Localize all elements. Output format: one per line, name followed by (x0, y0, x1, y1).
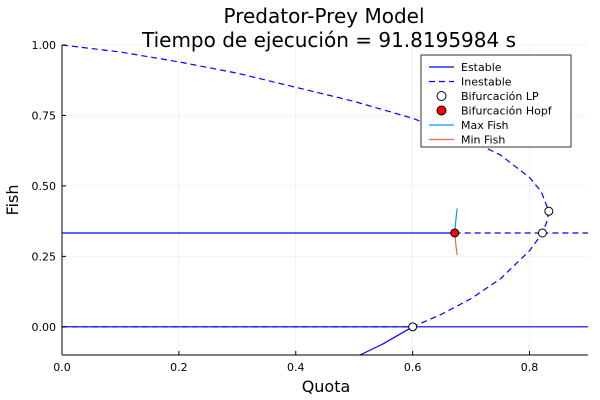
chart-title-line-2: Tiempo de ejecución = 91.8195984 s (141, 28, 516, 52)
x-tick-label-3: 0.6 (404, 361, 422, 374)
legend-swatch-lp (436, 91, 447, 101)
unstable-branch-6 (412, 211, 550, 328)
axes (61, 45, 588, 356)
legend-label-2: Bifurcación LP (461, 90, 539, 103)
ticks: 0.0 0.2 0.4 0.6 0.8 0.00 0.25 0.50 0.75 1.00 (32, 39, 539, 374)
unstable-branch-5 (61, 44, 550, 212)
x-tick-label-1: 0.2 (170, 361, 188, 374)
hopf-bifurcation-point-0 (450, 228, 460, 238)
plot-markers (408, 206, 554, 332)
legend-label-0: Estable (461, 61, 502, 74)
y-tick-label-2: 0.50 (32, 180, 57, 193)
chart-title-line-1: Predator-Prey Model (223, 4, 424, 28)
lp-bifurcation-point-0 (408, 322, 418, 332)
lp-bifurcation-point-1 (537, 228, 547, 238)
legend-label-1: Inestable (461, 76, 512, 89)
legend-label-4: Max Fish (461, 119, 509, 132)
x-axis-label: Quota (302, 377, 351, 396)
y-tick-label-0: 0.00 (32, 321, 57, 334)
y-tick-label-4: 1.00 (32, 39, 57, 52)
y-tick-label-1: 0.25 (32, 250, 57, 263)
lp-bifurcation-point-2 (544, 206, 554, 216)
y-tick-label-3: 0.75 (32, 109, 57, 122)
legend-box (420, 54, 572, 148)
x-tick-label-0: 0.0 (53, 361, 71, 374)
x-tick-label-4: 0.8 (521, 361, 539, 374)
legend-swatch-hopf (436, 105, 447, 116)
x-tick-label-2: 0.4 (287, 361, 305, 374)
y-axis-label: Fish (3, 185, 22, 216)
legend-label-5: Min Fish (461, 134, 505, 147)
legend-label-3: Bifurcación Hopf (461, 105, 553, 118)
stable-branch-7 (359, 326, 413, 356)
